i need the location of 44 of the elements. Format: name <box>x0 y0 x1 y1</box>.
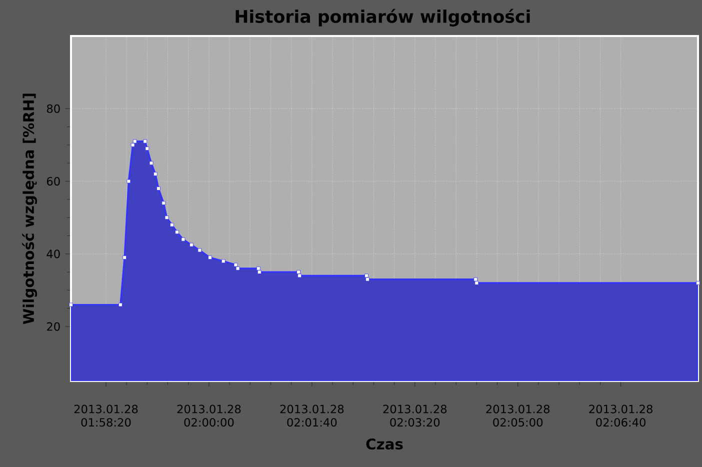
point <box>175 230 179 234</box>
point <box>126 179 131 184</box>
point <box>364 274 368 278</box>
y-tick-label: 40 <box>46 250 60 258</box>
point <box>298 274 302 278</box>
point <box>296 270 300 274</box>
x-tick-label: 2013.01.28 02:01:40 <box>280 404 344 427</box>
y-axis-title: Wilgotność względna [%RH] <box>22 94 38 324</box>
point <box>221 259 226 264</box>
point <box>236 266 240 270</box>
point <box>156 186 160 190</box>
x-tick-label: 2013.01.28 01:58:20 <box>74 404 138 427</box>
point <box>366 277 370 282</box>
x-tick-label: 2013.01.28 02:00:00 <box>177 404 241 427</box>
point <box>69 302 73 307</box>
point <box>474 277 478 282</box>
x-tick-label: 2013.01.28 02:03:20 <box>383 404 447 427</box>
point <box>162 201 166 205</box>
point <box>181 237 186 242</box>
point <box>149 161 154 166</box>
y-tick-label: 20 <box>47 322 60 331</box>
point <box>122 256 126 260</box>
point <box>143 139 148 144</box>
point <box>132 139 137 144</box>
point <box>190 242 194 247</box>
point <box>208 256 212 260</box>
point <box>198 248 202 252</box>
point <box>257 270 262 274</box>
y-tick-label: 80 <box>46 104 60 113</box>
point <box>256 266 260 270</box>
point <box>696 281 700 285</box>
point <box>164 216 169 220</box>
point <box>118 302 122 307</box>
point <box>170 222 174 227</box>
y-tick-label: 60 <box>46 176 60 186</box>
chart-title: Historia pomiarów wilgotności <box>236 8 530 26</box>
point <box>234 262 238 267</box>
point <box>153 172 158 176</box>
x-axis-title: Czas <box>366 438 403 450</box>
point <box>130 143 135 147</box>
point <box>145 146 150 151</box>
x-tick-label: 2013.01.28 02:06:40 <box>589 404 652 427</box>
point <box>474 281 479 285</box>
x-tick-label: 2013.01.28 02:05:00 <box>486 404 550 427</box>
